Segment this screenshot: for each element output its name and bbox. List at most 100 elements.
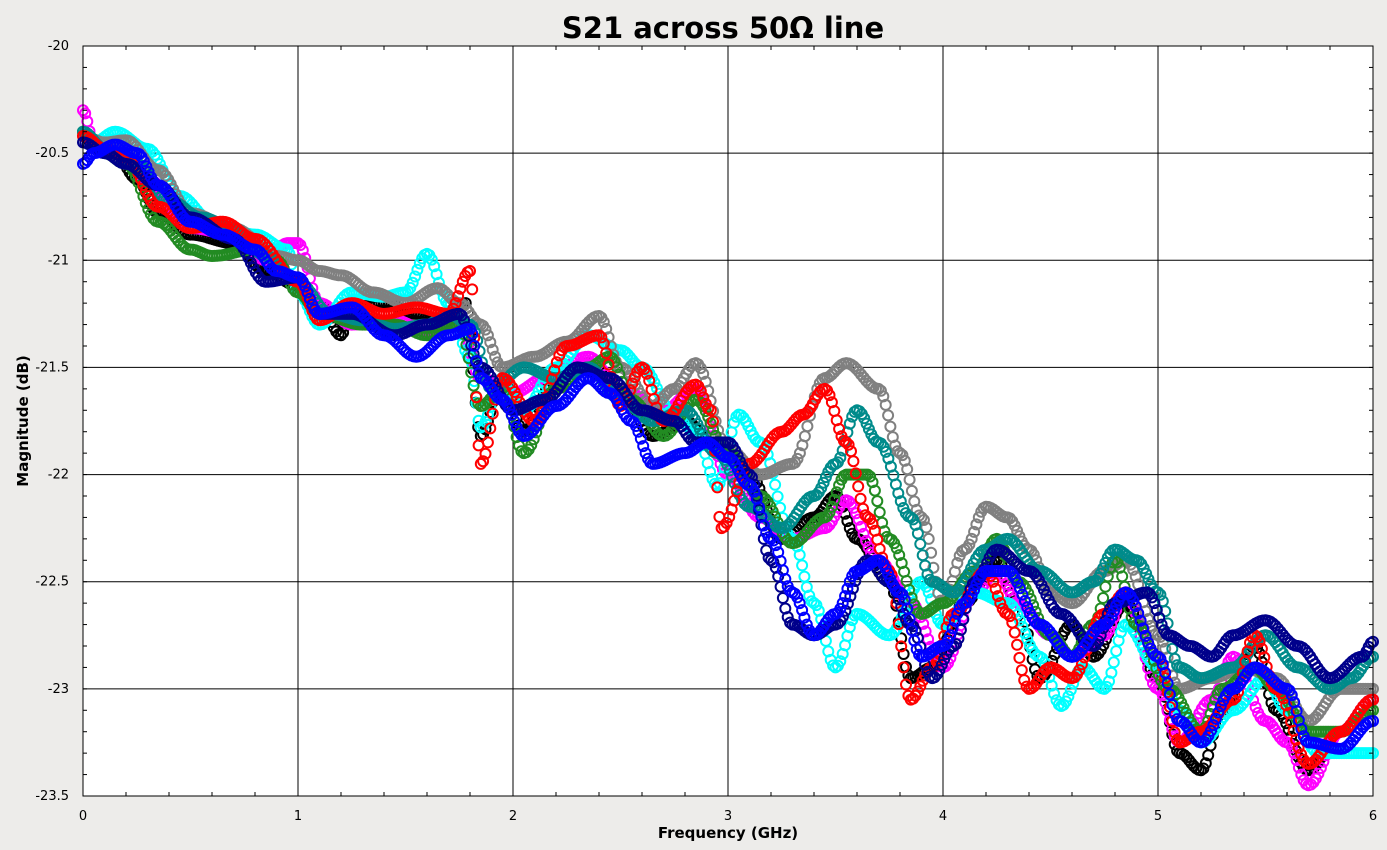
y-tick-label: -21.5 bbox=[35, 360, 69, 375]
data-point bbox=[892, 487, 905, 500]
data-point bbox=[890, 542, 903, 555]
x-tick-label: 4 bbox=[939, 809, 947, 824]
y-tick-label: -20 bbox=[48, 39, 69, 54]
x-tick-label: 6 bbox=[1369, 809, 1377, 824]
data-point bbox=[1199, 757, 1212, 770]
data-point bbox=[905, 484, 918, 497]
y-tick-label: -22.5 bbox=[35, 575, 69, 590]
data-point bbox=[1011, 524, 1024, 537]
y-tick-label: -23 bbox=[48, 682, 69, 697]
data-point bbox=[1045, 679, 1058, 692]
data-point bbox=[712, 424, 725, 437]
data-point bbox=[704, 465, 717, 478]
data-point bbox=[893, 549, 906, 562]
x-tick-label: 1 bbox=[294, 809, 302, 824]
data-point bbox=[864, 470, 877, 483]
data-point bbox=[901, 463, 914, 476]
data-point bbox=[868, 484, 881, 497]
data-point bbox=[707, 423, 720, 436]
data-point bbox=[1013, 614, 1026, 627]
data-point bbox=[843, 417, 856, 430]
data-point bbox=[597, 316, 610, 328]
data-point bbox=[1107, 656, 1120, 669]
data-point bbox=[972, 511, 985, 524]
data-point bbox=[479, 323, 492, 336]
data-point bbox=[963, 538, 976, 551]
data-point bbox=[608, 355, 621, 368]
data-point bbox=[411, 263, 424, 276]
data-point bbox=[697, 367, 710, 380]
y-tick-label: -23.5 bbox=[35, 789, 69, 804]
data-point bbox=[1111, 556, 1124, 569]
data-point bbox=[650, 382, 663, 395]
data-point bbox=[951, 557, 964, 569]
data-point bbox=[335, 329, 347, 342]
data-point bbox=[860, 534, 873, 547]
data-series bbox=[77, 104, 1379, 792]
data-point bbox=[1312, 767, 1325, 780]
data-point bbox=[823, 506, 836, 519]
chart-title: S21 across 50Ω line bbox=[562, 11, 884, 45]
data-point bbox=[925, 546, 938, 559]
data-point bbox=[828, 493, 841, 506]
data-point bbox=[1097, 592, 1110, 604]
data-point bbox=[841, 515, 854, 528]
y-tick-label: -21 bbox=[48, 253, 69, 268]
data-point bbox=[428, 260, 441, 273]
x-axis-label: Frequency (GHz) bbox=[658, 824, 798, 842]
data-point bbox=[771, 490, 784, 503]
data-point bbox=[1249, 701, 1262, 714]
data-point bbox=[873, 506, 886, 519]
x-tick-label: 3 bbox=[724, 809, 732, 824]
data-point bbox=[465, 366, 478, 379]
data-point bbox=[879, 445, 892, 458]
data-point bbox=[1064, 684, 1077, 697]
data-point bbox=[874, 384, 887, 397]
y-tick-label: -20.5 bbox=[35, 146, 69, 161]
data-point bbox=[834, 655, 847, 668]
data-point bbox=[486, 343, 499, 356]
data-point bbox=[769, 478, 782, 491]
data-point bbox=[879, 398, 892, 411]
data-point bbox=[1129, 570, 1142, 583]
data-point bbox=[1295, 768, 1308, 781]
data-point bbox=[833, 479, 846, 492]
data-point bbox=[409, 270, 422, 283]
data-point bbox=[920, 521, 933, 534]
data-point bbox=[1048, 687, 1061, 700]
data-point bbox=[79, 107, 92, 120]
data-point bbox=[855, 520, 868, 533]
data-point bbox=[1282, 723, 1295, 736]
data-point bbox=[1144, 670, 1157, 683]
y-tick-label: -22 bbox=[48, 468, 69, 483]
data-point bbox=[791, 452, 804, 465]
data-point bbox=[834, 451, 847, 464]
data-point bbox=[825, 500, 838, 513]
data-point bbox=[425, 253, 438, 266]
data-point bbox=[848, 405, 861, 418]
data-point bbox=[1021, 633, 1034, 646]
data-point bbox=[903, 473, 916, 486]
data-point bbox=[699, 405, 712, 418]
data-point bbox=[694, 362, 707, 375]
data-point bbox=[515, 445, 528, 458]
data-point bbox=[965, 532, 978, 545]
data-point bbox=[1139, 605, 1152, 618]
data-point bbox=[896, 449, 909, 462]
data-point bbox=[648, 376, 661, 389]
data-point bbox=[882, 452, 895, 465]
data-point bbox=[467, 379, 480, 392]
data-point bbox=[871, 495, 884, 508]
data-point bbox=[481, 329, 494, 342]
data-point bbox=[968, 525, 981, 538]
data-point bbox=[796, 559, 809, 572]
y-axis-label: Magnitude (dB) bbox=[14, 355, 32, 486]
data-point bbox=[843, 522, 856, 535]
data-point bbox=[830, 486, 843, 499]
data-point bbox=[1016, 620, 1029, 633]
data-point bbox=[525, 439, 538, 452]
data-point bbox=[489, 350, 502, 363]
data-point bbox=[922, 532, 935, 545]
x-tick-label: 0 bbox=[79, 809, 87, 824]
